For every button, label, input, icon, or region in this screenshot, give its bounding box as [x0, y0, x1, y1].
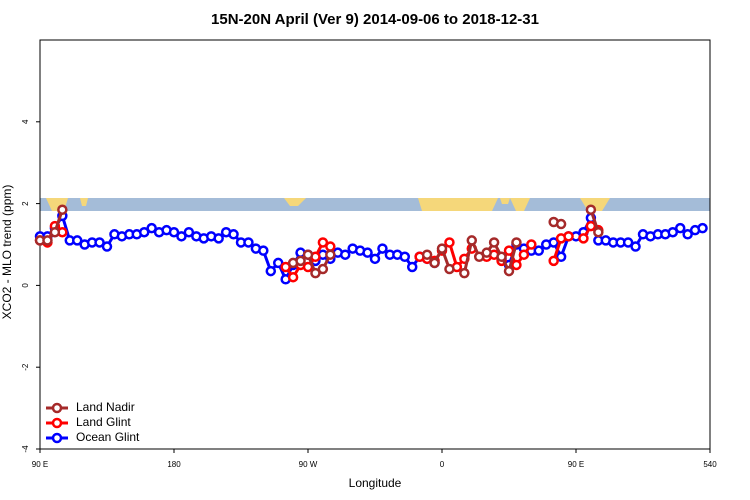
data-point [578, 233, 589, 244]
data-point [399, 251, 411, 263]
data-point [473, 251, 485, 263]
data-point [585, 204, 597, 215]
data-point [57, 204, 68, 215]
legend-label: Land Nadir [76, 400, 135, 414]
data-point [168, 226, 180, 238]
data-point [593, 226, 604, 238]
data-point [243, 237, 254, 248]
data-point [101, 241, 113, 252]
data-point [377, 243, 388, 254]
y-tick-label: 0 [21, 283, 30, 288]
data-point [622, 237, 634, 248]
x-tick-label: 90 E [568, 460, 584, 469]
data-point [548, 255, 559, 267]
data-point [466, 235, 478, 246]
x-tick-label: 90 E [32, 460, 48, 469]
data-point [71, 235, 83, 246]
data-point [444, 237, 455, 248]
data-point [295, 255, 306, 267]
data-point [503, 245, 515, 256]
data-point [176, 231, 187, 242]
data-point [258, 245, 269, 256]
legend-marker [51, 417, 63, 429]
data-point [697, 222, 708, 234]
data-point [42, 235, 53, 246]
data-point [667, 226, 679, 238]
data-point [49, 226, 61, 238]
chart-title: 15N-20N April (Ver 9) 2014-09-06 to 2018… [211, 11, 539, 28]
data-point [674, 222, 686, 234]
data-point [429, 257, 440, 269]
data-point [526, 239, 537, 250]
series-line [426, 244, 451, 270]
data-point [272, 257, 284, 269]
data-point [94, 237, 105, 248]
x-tick-label: 0 [440, 460, 445, 469]
data-point [302, 249, 314, 260]
data-point [213, 233, 224, 244]
data-point [682, 229, 693, 240]
data-point [548, 237, 559, 248]
x-tick-label: 90 W [299, 460, 318, 469]
data-point [287, 271, 299, 283]
legend-marker [51, 432, 63, 444]
data-point [317, 263, 329, 275]
data-point [503, 265, 515, 277]
x-axis-label: Longitude [349, 476, 402, 490]
data-point [444, 263, 455, 275]
data-point [436, 243, 448, 254]
data-point [496, 251, 507, 263]
data-point [488, 237, 500, 248]
data-point [421, 249, 433, 260]
data-point [369, 253, 381, 265]
data-point [563, 231, 574, 242]
data-point [630, 241, 641, 252]
legend-marker [51, 402, 63, 414]
y-tick-label: 4 [21, 119, 30, 124]
y-axis-label: XCO2 - MLO trend (ppm) [0, 185, 14, 320]
data-point [533, 245, 545, 256]
data-point [481, 247, 492, 258]
data-point [325, 249, 336, 260]
data-point [183, 226, 195, 238]
data-point [265, 265, 277, 277]
map-strip [40, 198, 710, 211]
data-point [406, 261, 418, 273]
data-point [325, 241, 336, 252]
data-point [280, 261, 291, 273]
x-tick-label: 180 [167, 460, 181, 469]
data-point [339, 249, 351, 260]
data-point [138, 226, 150, 238]
data-point [459, 267, 470, 279]
y-tick-label: -4 [21, 445, 30, 453]
y-tick-label: 2 [21, 201, 30, 206]
data-point [511, 237, 522, 248]
data-point [362, 247, 373, 258]
data-point [555, 218, 567, 230]
data-point [518, 249, 530, 260]
data-point [317, 237, 329, 248]
y-tick-label: -2 [21, 363, 30, 371]
data-point [511, 259, 522, 271]
data-point [555, 251, 567, 263]
data-point [146, 222, 157, 234]
legend-label: Land Glint [76, 415, 131, 429]
legend-label: Ocean Glint [76, 430, 140, 444]
data-point [228, 229, 239, 240]
data-point [310, 267, 321, 279]
x-tick-label: 540 [703, 460, 717, 469]
